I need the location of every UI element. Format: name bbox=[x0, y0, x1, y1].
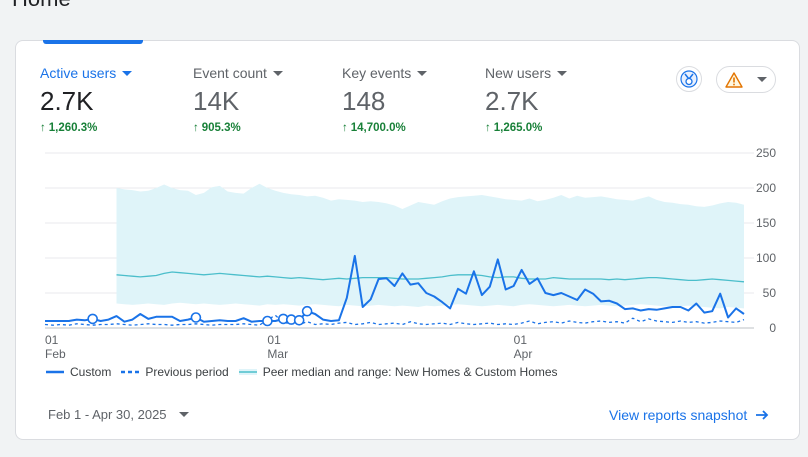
metric-active-users[interactable]: Active users 2.7K ↑ 1,260.3% bbox=[40, 65, 133, 134]
y-tick-label: 0 bbox=[769, 321, 776, 335]
x-tick-month: Apr bbox=[514, 347, 533, 361]
date-range-selector[interactable]: Feb 1 - Apr 30, 2025 bbox=[48, 407, 189, 422]
chart-markers bbox=[87, 305, 313, 327]
caret-down-icon[interactable] bbox=[122, 70, 133, 76]
legend-label: Previous period bbox=[145, 365, 229, 379]
arrow-right-icon bbox=[756, 410, 769, 420]
warning-icon bbox=[725, 71, 743, 88]
y-tick-label: 100 bbox=[756, 251, 776, 265]
active-tab-indicator bbox=[43, 40, 143, 44]
peer-range-area bbox=[116, 183, 744, 309]
y-tick-label: 150 bbox=[756, 216, 776, 230]
caret-down-icon[interactable] bbox=[557, 70, 568, 76]
metric-new-users[interactable]: New users 2.7K ↑ 1,265.0% bbox=[485, 65, 568, 134]
x-tick-day: 01 bbox=[267, 333, 281, 347]
legend-previous-period: Previous period bbox=[121, 365, 229, 379]
summary-card: Active users 2.7K ↑ 1,260.3% Event count … bbox=[15, 40, 800, 440]
arrow-up-icon: ↑ bbox=[193, 122, 199, 134]
solid-line-swatch bbox=[46, 370, 64, 374]
peer-range-band bbox=[116, 183, 744, 309]
peer-median-line bbox=[116, 271, 745, 283]
caret-down-icon[interactable] bbox=[417, 70, 428, 76]
metric-label: New users bbox=[485, 65, 552, 81]
metric-change: 1,265.0% bbox=[493, 122, 543, 134]
annotation-marker bbox=[190, 312, 202, 323]
x-tick-day: 01 bbox=[514, 333, 528, 347]
date-range-label: Feb 1 - Apr 30, 2025 bbox=[48, 407, 167, 422]
arrow-up-icon: ↑ bbox=[40, 122, 46, 134]
custom-line bbox=[45, 254, 745, 323]
annotation-marker bbox=[87, 313, 98, 325]
dashed-line-swatch bbox=[121, 370, 140, 374]
x-tick-month: Mar bbox=[267, 347, 288, 361]
metric-event-count[interactable]: Event count 14K ↑ 905.3% bbox=[193, 65, 283, 134]
metric-change: 14,700.0% bbox=[350, 122, 406, 134]
medal-icon bbox=[680, 70, 698, 88]
metric-value: 14K bbox=[193, 86, 240, 116]
view-reports-snapshot-link[interactable]: View reports snapshot bbox=[609, 407, 769, 423]
annotation-marker bbox=[293, 314, 305, 326]
legend-label: Peer median and range: New Homes & Custo… bbox=[262, 365, 558, 379]
metric-value: 2.7K bbox=[40, 86, 94, 116]
metric-label: Active users bbox=[40, 65, 117, 81]
y-tick-label: 50 bbox=[763, 286, 777, 300]
annotation-marker bbox=[301, 305, 313, 317]
y-axis: 0 50 100 150 200 250 bbox=[756, 146, 776, 335]
metric-key-events[interactable]: Key events 148 ↑ 14,700.0% bbox=[342, 65, 428, 134]
metric-value: 2.7K bbox=[485, 86, 539, 116]
x-tick-month: Feb bbox=[45, 347, 66, 361]
previous-period-line bbox=[44, 314, 745, 326]
y-tick-label: 200 bbox=[756, 181, 776, 195]
band-swatch bbox=[238, 369, 257, 375]
annotation-marker bbox=[262, 315, 273, 327]
metric-change: 1,260.3% bbox=[48, 122, 98, 134]
snapshot-link-label: View reports snapshot bbox=[609, 407, 748, 423]
metric-label: Key events bbox=[342, 65, 412, 81]
legend-label: Custom bbox=[70, 365, 112, 379]
metric-change: 905.3% bbox=[201, 122, 241, 134]
caret-down-icon bbox=[178, 412, 189, 417]
x-tick-day: 01 bbox=[45, 333, 59, 347]
alerts-dropdown[interactable] bbox=[716, 66, 776, 93]
caret-down-icon[interactable] bbox=[272, 70, 283, 76]
arrow-up-icon: ↑ bbox=[485, 122, 491, 134]
metric-label: Event count bbox=[193, 65, 267, 81]
chart-legend: Custom Previous period Peer median and r… bbox=[46, 365, 558, 379]
metric-value: 148 bbox=[342, 86, 386, 116]
legend-peer: Peer median and range: New Homes & Custo… bbox=[238, 365, 558, 379]
insights-button[interactable] bbox=[676, 66, 702, 92]
page-title: Home bbox=[12, 0, 71, 12]
arrow-up-icon: ↑ bbox=[342, 122, 348, 134]
legend-custom: Custom bbox=[46, 365, 111, 379]
caret-down-icon bbox=[757, 77, 767, 82]
chart-lines bbox=[44, 254, 745, 326]
y-tick-label: 250 bbox=[756, 146, 776, 160]
